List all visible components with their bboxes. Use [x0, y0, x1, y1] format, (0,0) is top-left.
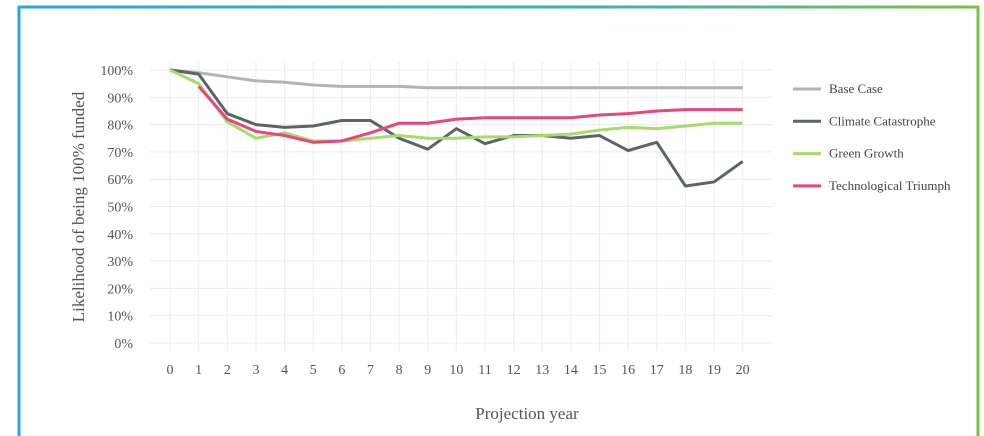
x-tick-label: 17 — [650, 363, 664, 378]
x-tick-label: 0 — [167, 363, 174, 378]
x-tick-label: 19 — [707, 363, 721, 378]
legend-label: Base Case — [829, 81, 883, 96]
y-tick-label: 90% — [107, 91, 133, 106]
x-tick-label: 3 — [252, 363, 259, 378]
x-tick-label: 13 — [535, 363, 549, 378]
legend: Base Case Climate Catastrophe Green Growth… — [793, 81, 951, 193]
y-tick-label: 10% — [107, 310, 133, 325]
y-tick-label: 60% — [107, 173, 133, 188]
y-tick-label: 30% — [107, 255, 133, 270]
legend-label: Green Growth — [829, 146, 904, 161]
x-tick-label: 10 — [449, 363, 463, 378]
x-tick-label: 8 — [396, 363, 403, 378]
frame — [17, 5, 980, 436]
x-tick-label: 1 — [195, 363, 202, 378]
legend-label: Technological Triumph — [829, 178, 951, 193]
x-tick-label: 18 — [678, 363, 692, 378]
y-tick-label: 100% — [100, 64, 133, 79]
y-tick-label: 50% — [107, 201, 133, 216]
y-tick-label: 80% — [107, 119, 133, 134]
series-line — [197, 85, 743, 144]
x-tick-label: 2 — [224, 363, 231, 378]
series-line — [169, 68, 743, 143]
x-tick-label: 11 — [478, 363, 491, 378]
y-tick-label: 40% — [107, 228, 133, 243]
x-axis-label: Projection year — [475, 404, 579, 423]
x-tick-label: 9 — [424, 363, 431, 378]
x-tick-label: 20 — [736, 363, 750, 378]
legend-label: Climate Catastrophe — [829, 113, 936, 128]
y-axis-label: Likelihood of being 100% funded — [69, 91, 88, 322]
y-tick-label: 0% — [114, 337, 133, 352]
x-tick-label: 7 — [367, 363, 374, 378]
x-tick-label: 14 — [564, 363, 578, 378]
series-line — [169, 68, 744, 188]
y-tick-label: 70% — [107, 146, 133, 161]
y-tick-label: 20% — [107, 282, 133, 297]
x-tick-label: 5 — [310, 363, 317, 378]
x-tick-label: 4 — [281, 363, 288, 378]
series-line — [169, 68, 743, 90]
x-tick-label: 16 — [621, 363, 635, 378]
x-tick-label: 12 — [507, 363, 521, 378]
x-tick-label: 15 — [593, 363, 607, 378]
x-tick-label: 6 — [338, 363, 345, 378]
